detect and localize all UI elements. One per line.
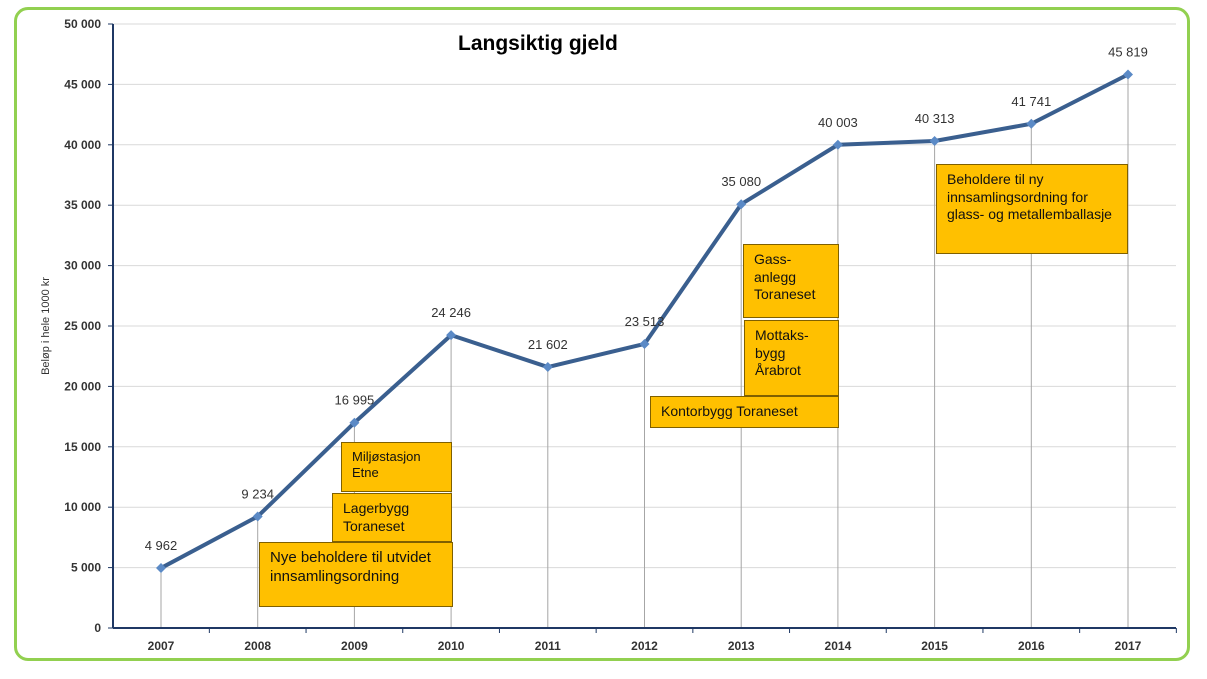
x-tick-label: 2009 — [341, 639, 368, 653]
chart-title: Langsiktig gjeld — [458, 32, 618, 55]
annotation-box: Gass-anlegg Toraneset — [743, 244, 839, 318]
annotation-box: Nye beholdere til utvidet innsamlingsord… — [259, 542, 453, 607]
annotation-box: Mottaks-bygg Årabrot — [744, 320, 839, 396]
data-label: 45 819 — [1108, 45, 1148, 60]
data-label: 9 234 — [241, 486, 274, 501]
y-tick-label: 35 000 — [64, 198, 101, 212]
x-tick-label: 2015 — [921, 639, 948, 653]
annotation-box: Miljøstasjon Etne — [341, 442, 452, 492]
x-tick-label: 2014 — [825, 639, 852, 653]
x-tick-label: 2011 — [535, 639, 561, 653]
x-tick-label: 2012 — [631, 639, 658, 653]
data-label: 24 246 — [431, 305, 471, 320]
y-axis-label: Beløp i hele 1000 kr — [40, 277, 52, 375]
data-label: 23 513 — [625, 314, 665, 329]
data-point — [1123, 69, 1133, 80]
x-tick-label: 2010 — [438, 639, 465, 653]
data-point — [349, 417, 360, 428]
y-tick-label: 45 000 — [64, 77, 101, 91]
data-point — [832, 139, 843, 150]
y-tick-label: 10 000 — [64, 500, 101, 514]
y-tick-label: 30 000 — [64, 259, 101, 273]
y-tick-label: 0 — [94, 621, 101, 635]
x-tick-label: 2016 — [1018, 639, 1045, 653]
chart-frame — [14, 7, 1190, 661]
data-label: 16 995 — [335, 393, 375, 408]
data-point — [639, 338, 650, 349]
x-tick-label: 2013 — [728, 639, 755, 653]
data-label: 4 962 — [145, 538, 178, 553]
data-label: 40 313 — [915, 111, 955, 126]
y-tick-label: 15 000 — [64, 440, 101, 454]
annotation-box: Lagerbygg Toraneset — [332, 493, 452, 542]
y-tick-label: 25 000 — [64, 319, 101, 333]
x-tick-label: 2007 — [148, 639, 175, 653]
data-label: 21 602 — [528, 337, 568, 352]
data-point — [156, 563, 166, 574]
data-point — [252, 511, 263, 522]
data-point — [446, 330, 457, 341]
x-tick-label: 2017 — [1115, 639, 1142, 653]
data-point — [1026, 118, 1037, 129]
annotation-box: Kontorbygg Toraneset — [650, 396, 839, 428]
data-label: 40 003 — [818, 115, 858, 130]
data-label: 35 080 — [721, 174, 761, 189]
y-tick-label: 5 000 — [71, 561, 101, 575]
x-tick-label: 2008 — [244, 639, 271, 653]
data-point — [542, 362, 553, 373]
y-tick-label: 40 000 — [64, 138, 101, 152]
annotation-box: Beholdere til ny innsamlingsordning for … — [936, 164, 1128, 254]
y-tick-label: 50 000 — [64, 17, 101, 31]
data-point — [929, 136, 940, 147]
data-label: 41 741 — [1011, 94, 1051, 109]
data-point — [736, 199, 747, 210]
y-tick-label: 20 000 — [64, 379, 101, 393]
